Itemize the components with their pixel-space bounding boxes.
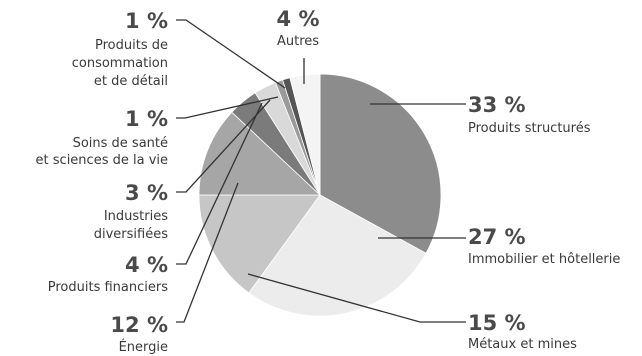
leader-line xyxy=(176,102,263,265)
slice-labels: 33 % Produits structurés 27 % Immobilier et… xyxy=(36,7,621,355)
leader-line xyxy=(176,19,286,89)
pie-slices xyxy=(198,73,442,317)
slice-label: Autres xyxy=(277,34,319,49)
slice-label: Métaux et mines xyxy=(468,337,577,352)
slice-label: Soins de santé et sciences de la vie xyxy=(36,136,168,168)
slice-percentage: 15 % xyxy=(468,311,526,335)
slice-label: Immobilier et hôtellerie xyxy=(468,252,620,267)
leader-line xyxy=(176,99,271,193)
slice-percentage: 27 % xyxy=(468,225,526,249)
pie-slice xyxy=(289,73,321,196)
slice-percentage: 1 % xyxy=(125,107,168,131)
slice-label: Énergie xyxy=(119,339,168,355)
slice-percentage: 4 % xyxy=(277,7,320,31)
leader-lines xyxy=(176,19,466,323)
pie-slice xyxy=(248,194,427,317)
pie-slice xyxy=(319,73,442,254)
slice-percentage: 12 % xyxy=(110,313,168,337)
leader-line xyxy=(176,96,279,119)
slice-label: Produits financiers xyxy=(48,280,168,295)
leader-line xyxy=(247,273,466,323)
slice-percentage: 1 % xyxy=(125,9,168,33)
slice-label: Industries diversifiées xyxy=(94,209,168,242)
pie-slice xyxy=(198,111,322,196)
slice-percentage: 3 % xyxy=(125,181,168,205)
slice-label: Produits de consommation et de détail xyxy=(72,38,168,89)
slice-percentage: 33 % xyxy=(468,93,526,117)
leader-line xyxy=(176,182,239,323)
slice-label: Produits structurés xyxy=(468,121,591,136)
slice-percentage: 4 % xyxy=(125,253,168,277)
